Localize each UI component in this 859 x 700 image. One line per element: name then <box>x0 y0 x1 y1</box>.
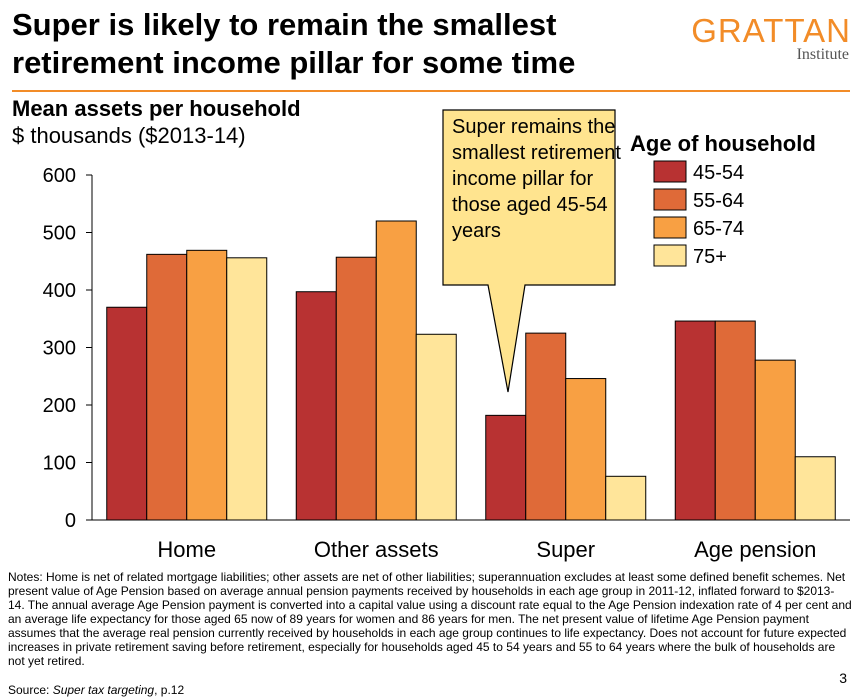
callout-box <box>442 109 616 393</box>
legend-label: 65-74 <box>693 218 744 240</box>
chart-units: $ thousands ($2013-14) <box>12 123 246 148</box>
chart-title: Mean assets per household <box>12 96 301 121</box>
legend: Age of household 45-54 55-64 65-74 75+ <box>630 131 816 268</box>
page-number: 3 <box>839 670 847 686</box>
legend-label: 75+ <box>693 246 727 268</box>
callout-text: Super remains the smallest retirement in… <box>452 116 621 242</box>
bar-other-assets-65-74 <box>375 220 417 521</box>
x-tick-label: Other assets <box>314 537 439 562</box>
bar-home-55-64 <box>146 253 188 521</box>
bar-home-65-74 <box>186 249 228 521</box>
logo-subtitle: Institute <box>796 46 849 63</box>
bar-age-pension-45-54 <box>674 320 716 521</box>
bar-other-assets-55-64 <box>335 256 377 521</box>
source-title: Super tax targeting <box>52 683 155 697</box>
chart-notes: Notes: Home is net of related mortgage l… <box>8 570 852 668</box>
source-line: Source: Super tax targeting, p.12 <box>8 683 184 697</box>
y-tick-label: 300 <box>43 338 76 360</box>
legend-title: Age of household <box>630 131 816 156</box>
x-tick-label: Age pension <box>694 537 816 562</box>
y-tick-label: 200 <box>43 395 76 417</box>
axes-group: Home Other assets Super Age pension 0 100 200 3… <box>43 165 850 562</box>
bar-super-65-74 <box>565 378 607 521</box>
x-tick-label: Home <box>157 537 216 562</box>
bar-home-45-54 <box>106 306 148 521</box>
source-prefix: Source: <box>8 683 53 697</box>
source-suffix: , p.12 <box>154 683 185 697</box>
y-tick-label: 400 <box>43 280 76 302</box>
legend-swatch <box>653 188 687 211</box>
logo-wordmark: GRATTAN <box>691 12 851 49</box>
legend-swatch <box>653 160 687 183</box>
bars-group <box>106 220 836 521</box>
bar-other-assets-75plus <box>415 333 457 521</box>
bar-age-pension-65-74 <box>754 359 796 521</box>
grattan-logo: GRATTAN Institute <box>691 14 851 64</box>
legend-swatch <box>653 244 687 267</box>
y-tick-label: 600 <box>43 165 76 187</box>
bar-other-assets-45-54 <box>295 291 337 521</box>
bar-super-75plus <box>605 475 647 521</box>
y-tick-label: 100 <box>43 453 76 475</box>
slide-title: Super is likely to remain the smallest r… <box>12 7 576 80</box>
y-tick-label: 0 <box>65 510 76 532</box>
x-tick-label: Super <box>536 537 595 562</box>
legend-label: 55-64 <box>693 190 744 212</box>
legend-swatch <box>653 216 687 239</box>
title-divider <box>12 90 850 92</box>
bar-age-pension-55-64 <box>714 320 756 521</box>
bar-super-45-54 <box>485 414 527 521</box>
y-tick-label: 500 <box>43 223 76 245</box>
legend-label: 45-54 <box>693 162 744 184</box>
bar-age-pension-75plus <box>794 456 836 521</box>
bar-super-55-64 <box>525 332 567 521</box>
bar-home-75plus <box>226 257 268 521</box>
